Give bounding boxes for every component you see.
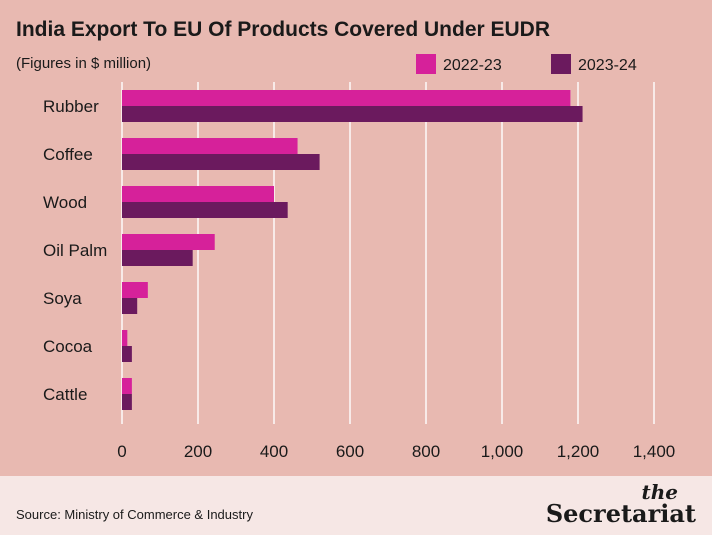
category-label: Coffee (43, 145, 93, 164)
legend-label: 2023-24 (578, 57, 637, 74)
brand-the: the (641, 480, 678, 504)
bar-cattle-2023-24 (122, 394, 132, 410)
bar-soya-2022-23 (122, 282, 148, 298)
bar-cocoa-2022-23 (122, 330, 128, 346)
brand-name: Secretariat (545, 499, 696, 528)
x-tick-label: 1,000 (481, 442, 524, 461)
chart-subtitle: (Figures in $ million) (16, 55, 151, 72)
x-tick-label: 1,200 (557, 442, 600, 461)
brand-logo: the Secretariat (546, 482, 696, 526)
bars (122, 90, 583, 410)
footer: Source: Ministry of Commerce & Industry … (0, 476, 712, 535)
category-label: Oil Palm (43, 241, 107, 260)
bar-cattle-2022-23 (122, 378, 132, 394)
category-label: Rubber (43, 97, 99, 116)
x-tick-labels: 0 200 400 600 800 1,000 1,200 1,400 (117, 442, 675, 461)
category-label: Wood (43, 193, 87, 212)
bar-oil-palm-2022-23 (122, 234, 215, 250)
bar-wood-2023-24 (122, 202, 288, 218)
x-tick-label: 600 (336, 442, 364, 461)
bar-rubber-2023-24 (122, 106, 583, 122)
x-tick-label: 0 (117, 442, 126, 461)
x-tick-label: 200 (184, 442, 212, 461)
legend-label: 2022-23 (443, 57, 502, 74)
legend: 2022-23 2023-24 (416, 54, 637, 74)
x-tick-label: 400 (260, 442, 288, 461)
category-label: Soya (43, 289, 82, 308)
category-labels: Rubber Coffee Wood Oil Palm Soya Cocoa Cattle (43, 97, 107, 404)
bar-oil-palm-2023-24 (122, 250, 193, 266)
category-label: Cattle (43, 385, 87, 404)
category-label: Cocoa (43, 337, 93, 356)
bar-wood-2022-23 (122, 186, 274, 202)
bar-coffee-2023-24 (122, 154, 320, 170)
grid-lines (121, 82, 655, 424)
bar-chart: India Export To EU Of Products Covered U… (16, 18, 675, 461)
bar-soya-2023-24 (122, 298, 138, 314)
x-tick-label: 800 (412, 442, 440, 461)
legend-swatch-2023-24 (551, 54, 571, 74)
x-tick-label: 1,400 (633, 442, 676, 461)
bar-cocoa-2023-24 (122, 346, 132, 362)
legend-swatch-2022-23 (416, 54, 436, 74)
bar-rubber-2022-23 (122, 90, 571, 106)
bar-coffee-2022-23 (122, 138, 298, 154)
chart-title: India Export To EU Of Products Covered U… (16, 18, 550, 41)
source-text: Source: Ministry of Commerce & Industry (16, 507, 253, 522)
